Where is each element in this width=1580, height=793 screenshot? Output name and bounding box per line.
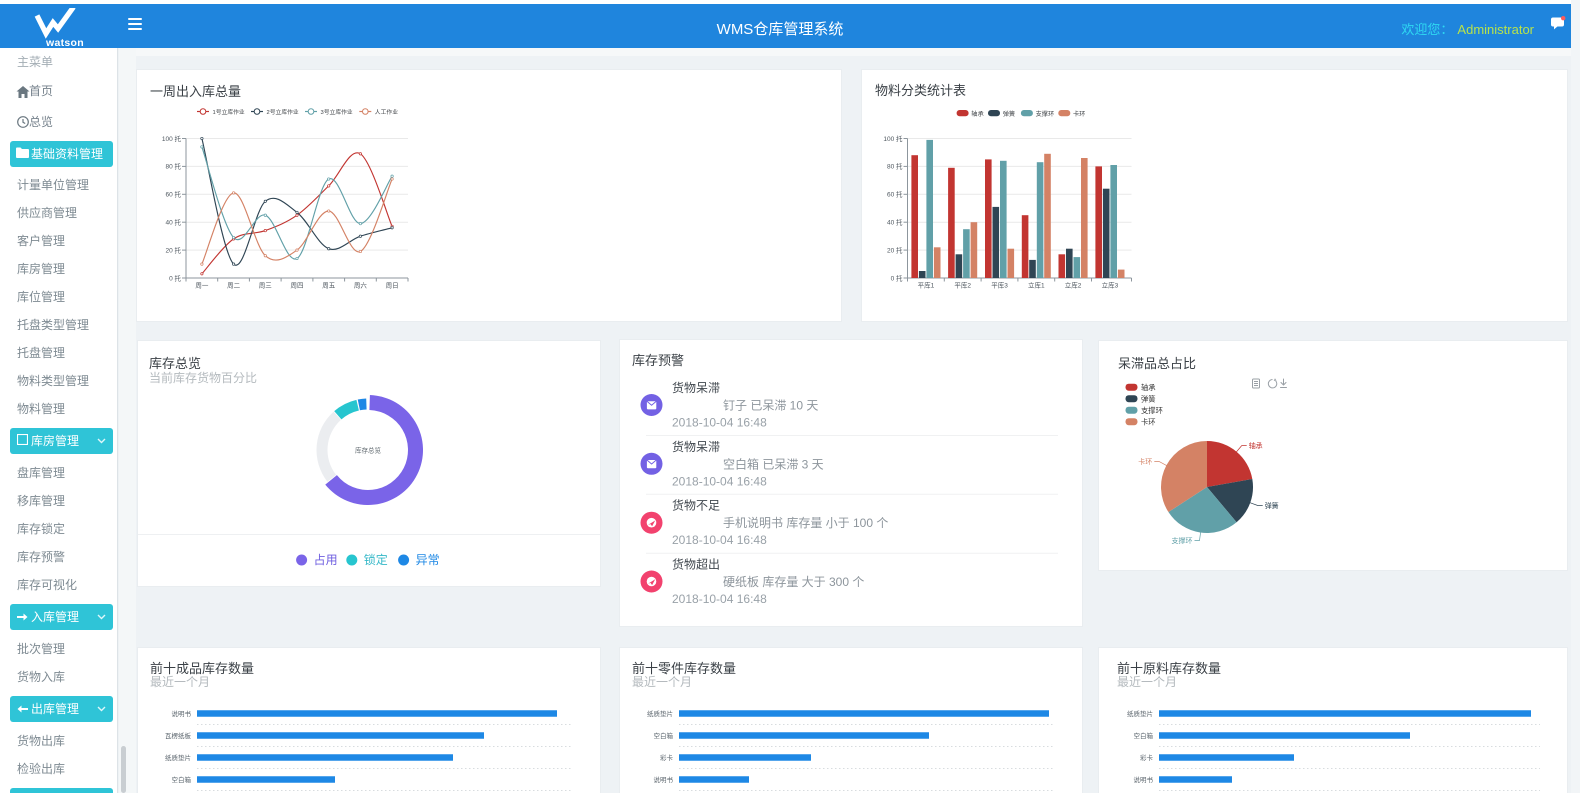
svg-text:空白箱 已呆滞 3 天: 空白箱 已呆滞 3 天 (723, 456, 824, 471)
svg-text:硬纸板 库存量 大于 300 个: 硬纸板 库存量 大于 300 个 (723, 574, 864, 589)
svg-text:watson: watson (45, 37, 84, 48)
svg-text:40 托: 40 托 (165, 218, 181, 227)
svg-text:弹簧: 弹簧 (1265, 501, 1279, 510)
svg-text:80 托: 80 托 (165, 162, 181, 171)
svg-text:弹簧: 弹簧 (1003, 110, 1015, 118)
svg-text:纸质垫片: 纸质垫片 (165, 753, 191, 762)
svg-text:货物不足: 货物不足 (672, 498, 720, 513)
svg-text:卡环: 卡环 (1073, 110, 1085, 118)
svg-text:空白箱: 空白箱 (172, 775, 192, 784)
svg-text:60 托: 60 托 (887, 190, 903, 199)
svg-text:货物呆滞: 货物呆滞 (672, 380, 720, 395)
svg-text:异常: 异常 (416, 553, 440, 567)
svg-text:人工作业: 人工作业 (375, 108, 398, 116)
svg-text:轴承: 轴承 (1249, 441, 1263, 450)
svg-text:80 托: 80 托 (887, 162, 903, 171)
svg-text:货物超出: 货物超出 (672, 557, 720, 572)
svg-text:100 托: 100 托 (162, 134, 182, 143)
svg-text:钉子 已呆滞 10 天: 钉子 已呆滞 10 天 (723, 399, 818, 413)
svg-text:说明书: 说明书 (1134, 775, 1154, 784)
svg-text:2018-10-04 16:48: 2018-10-04 16:48 (672, 533, 767, 547)
svg-text:空白箱: 空白箱 (654, 731, 674, 740)
svg-text:立库1: 立库1 (1028, 281, 1045, 290)
svg-text:锁定: 锁定 (364, 552, 388, 567)
svg-text:2018-10-04 16:48: 2018-10-04 16:48 (672, 416, 767, 430)
svg-text:周四: 周四 (291, 282, 304, 290)
svg-text:平库2: 平库2 (954, 281, 971, 290)
svg-text:周日: 周日 (386, 282, 399, 290)
svg-text:周五: 周五 (322, 282, 336, 290)
svg-text:支撑环: 支撑环 (1036, 110, 1055, 118)
svg-text:纸质垫片: 纸质垫片 (1127, 709, 1153, 718)
svg-text:周三: 周三 (259, 282, 273, 290)
svg-text:20 托: 20 托 (165, 245, 181, 254)
svg-text:弹簧: 弹簧 (1141, 395, 1156, 404)
svg-text:轴承: 轴承 (971, 110, 983, 118)
svg-text:占用: 占用 (314, 552, 338, 567)
svg-text:周六: 周六 (354, 281, 368, 290)
svg-text:货物呆滞: 货物呆滞 (672, 439, 720, 454)
svg-text:手机说明书 库存量 小于 100 个: 手机说明书 库存量 小于 100 个 (723, 515, 888, 530)
svg-text:周二: 周二 (227, 282, 241, 290)
svg-text:说明书: 说明书 (172, 709, 192, 718)
svg-text:纸质垫片: 纸质垫片 (647, 709, 673, 718)
svg-text:彩卡: 彩卡 (660, 753, 674, 762)
svg-text:周一: 周一 (195, 282, 209, 290)
svg-text:立库3: 立库3 (1102, 281, 1119, 290)
svg-text:2号立库作业: 2号立库作业 (267, 108, 299, 116)
svg-text:卡环: 卡环 (1138, 457, 1152, 466)
svg-text:平库3: 平库3 (991, 281, 1008, 290)
svg-text:100 托: 100 托 (883, 134, 903, 143)
svg-text:支撑环: 支撑环 (1141, 406, 1163, 415)
svg-text:空白箱: 空白箱 (1134, 731, 1154, 740)
svg-text:20 托: 20 托 (887, 245, 903, 254)
svg-text:3号立库作业: 3号立库作业 (321, 108, 353, 116)
svg-text:0 托: 0 托 (169, 273, 181, 282)
svg-text:库存总览: 库存总览 (355, 446, 382, 455)
svg-text:40 托: 40 托 (887, 218, 903, 227)
svg-text:彩卡: 彩卡 (1140, 753, 1154, 762)
svg-text:卡环: 卡环 (1141, 418, 1156, 427)
svg-text:0 托: 0 托 (891, 273, 903, 282)
svg-text:支撑环: 支撑环 (1172, 536, 1193, 545)
svg-text:2018-10-04 16:48: 2018-10-04 16:48 (672, 592, 767, 606)
svg-text:立库2: 立库2 (1065, 281, 1082, 290)
svg-text:60 托: 60 托 (165, 190, 181, 199)
svg-text:瓦楞纸板: 瓦楞纸板 (165, 731, 192, 740)
svg-text:2018-10-04 16:48: 2018-10-04 16:48 (672, 474, 767, 488)
svg-text:轴承: 轴承 (1141, 383, 1156, 392)
svg-text:平库1: 平库1 (918, 281, 935, 290)
svg-text:1号立库作业: 1号立库作业 (213, 108, 245, 116)
svg-text:说明书: 说明书 (654, 775, 674, 784)
